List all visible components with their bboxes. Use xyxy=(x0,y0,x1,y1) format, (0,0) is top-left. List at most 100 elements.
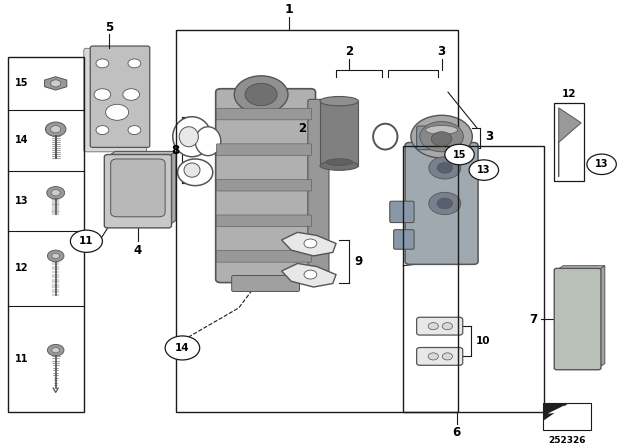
Circle shape xyxy=(47,250,64,262)
Circle shape xyxy=(123,89,140,100)
FancyBboxPatch shape xyxy=(405,142,478,264)
FancyBboxPatch shape xyxy=(417,348,463,365)
Polygon shape xyxy=(108,151,176,157)
Circle shape xyxy=(234,76,288,113)
Circle shape xyxy=(469,160,499,180)
Polygon shape xyxy=(548,405,564,414)
FancyBboxPatch shape xyxy=(216,215,312,227)
Circle shape xyxy=(304,239,317,248)
Bar xyxy=(543,403,591,430)
Text: 2: 2 xyxy=(345,45,353,58)
Circle shape xyxy=(94,89,111,100)
Polygon shape xyxy=(45,77,67,90)
Circle shape xyxy=(165,336,200,360)
Ellipse shape xyxy=(326,159,353,165)
Circle shape xyxy=(587,154,616,175)
Text: 3: 3 xyxy=(485,130,493,143)
Text: 14: 14 xyxy=(175,343,189,353)
Bar xyxy=(554,103,584,181)
Circle shape xyxy=(411,115,472,158)
Circle shape xyxy=(45,122,66,136)
Text: 6: 6 xyxy=(452,426,461,439)
Circle shape xyxy=(245,83,277,106)
FancyBboxPatch shape xyxy=(104,155,172,228)
Text: 12: 12 xyxy=(15,263,29,273)
FancyBboxPatch shape xyxy=(308,99,329,272)
Circle shape xyxy=(47,345,64,356)
Ellipse shape xyxy=(320,96,358,106)
FancyBboxPatch shape xyxy=(111,159,165,217)
Circle shape xyxy=(128,59,141,68)
Circle shape xyxy=(445,144,474,165)
Ellipse shape xyxy=(373,124,397,150)
FancyBboxPatch shape xyxy=(216,108,312,120)
Ellipse shape xyxy=(426,125,458,134)
Polygon shape xyxy=(557,266,605,270)
Polygon shape xyxy=(543,403,569,421)
Circle shape xyxy=(96,125,109,134)
Text: 15: 15 xyxy=(452,150,467,159)
Circle shape xyxy=(106,104,129,120)
Text: 11: 11 xyxy=(15,354,29,364)
FancyBboxPatch shape xyxy=(390,201,414,223)
Ellipse shape xyxy=(195,127,221,155)
Ellipse shape xyxy=(173,117,211,157)
Ellipse shape xyxy=(320,161,358,170)
Circle shape xyxy=(437,198,452,209)
Text: 10: 10 xyxy=(476,336,490,346)
Ellipse shape xyxy=(178,159,212,185)
Text: 14: 14 xyxy=(15,135,29,145)
Circle shape xyxy=(429,192,461,215)
FancyBboxPatch shape xyxy=(216,144,312,155)
FancyBboxPatch shape xyxy=(216,250,312,262)
Circle shape xyxy=(437,163,452,173)
Ellipse shape xyxy=(378,128,392,146)
Bar xyxy=(320,101,358,166)
Bar xyxy=(403,146,544,413)
Polygon shape xyxy=(168,151,176,226)
Text: 13: 13 xyxy=(15,196,29,206)
FancyBboxPatch shape xyxy=(90,46,150,147)
Circle shape xyxy=(128,125,141,134)
Text: 9: 9 xyxy=(354,255,362,268)
Polygon shape xyxy=(559,108,581,177)
Circle shape xyxy=(47,186,65,199)
Circle shape xyxy=(428,323,438,330)
Text: 11: 11 xyxy=(79,236,93,246)
Circle shape xyxy=(431,132,452,146)
FancyBboxPatch shape xyxy=(394,230,414,249)
Polygon shape xyxy=(282,233,336,256)
Text: 1: 1 xyxy=(284,3,293,16)
Polygon shape xyxy=(598,266,605,368)
Bar xyxy=(176,30,458,413)
Circle shape xyxy=(51,190,60,196)
Circle shape xyxy=(51,125,61,133)
Circle shape xyxy=(96,59,109,68)
Circle shape xyxy=(51,80,61,87)
FancyBboxPatch shape xyxy=(554,268,601,370)
Text: 13: 13 xyxy=(595,159,609,169)
Bar xyxy=(8,57,84,413)
FancyBboxPatch shape xyxy=(216,180,312,191)
FancyBboxPatch shape xyxy=(417,317,463,335)
Circle shape xyxy=(429,157,461,179)
Circle shape xyxy=(70,230,102,252)
Text: 4: 4 xyxy=(134,244,142,257)
Text: 7: 7 xyxy=(529,313,538,326)
Text: 12: 12 xyxy=(562,89,576,99)
Text: 3: 3 xyxy=(438,45,445,58)
Text: 15: 15 xyxy=(15,78,29,88)
Ellipse shape xyxy=(184,163,200,177)
Polygon shape xyxy=(282,263,336,287)
Circle shape xyxy=(52,348,60,353)
FancyBboxPatch shape xyxy=(417,126,447,150)
Circle shape xyxy=(442,353,452,360)
Circle shape xyxy=(428,353,438,360)
FancyBboxPatch shape xyxy=(84,48,147,152)
Circle shape xyxy=(304,270,317,279)
Text: 13: 13 xyxy=(477,165,491,175)
Circle shape xyxy=(420,121,463,152)
Ellipse shape xyxy=(179,127,198,147)
Text: 8: 8 xyxy=(171,143,179,157)
Text: 252326: 252326 xyxy=(548,435,586,444)
